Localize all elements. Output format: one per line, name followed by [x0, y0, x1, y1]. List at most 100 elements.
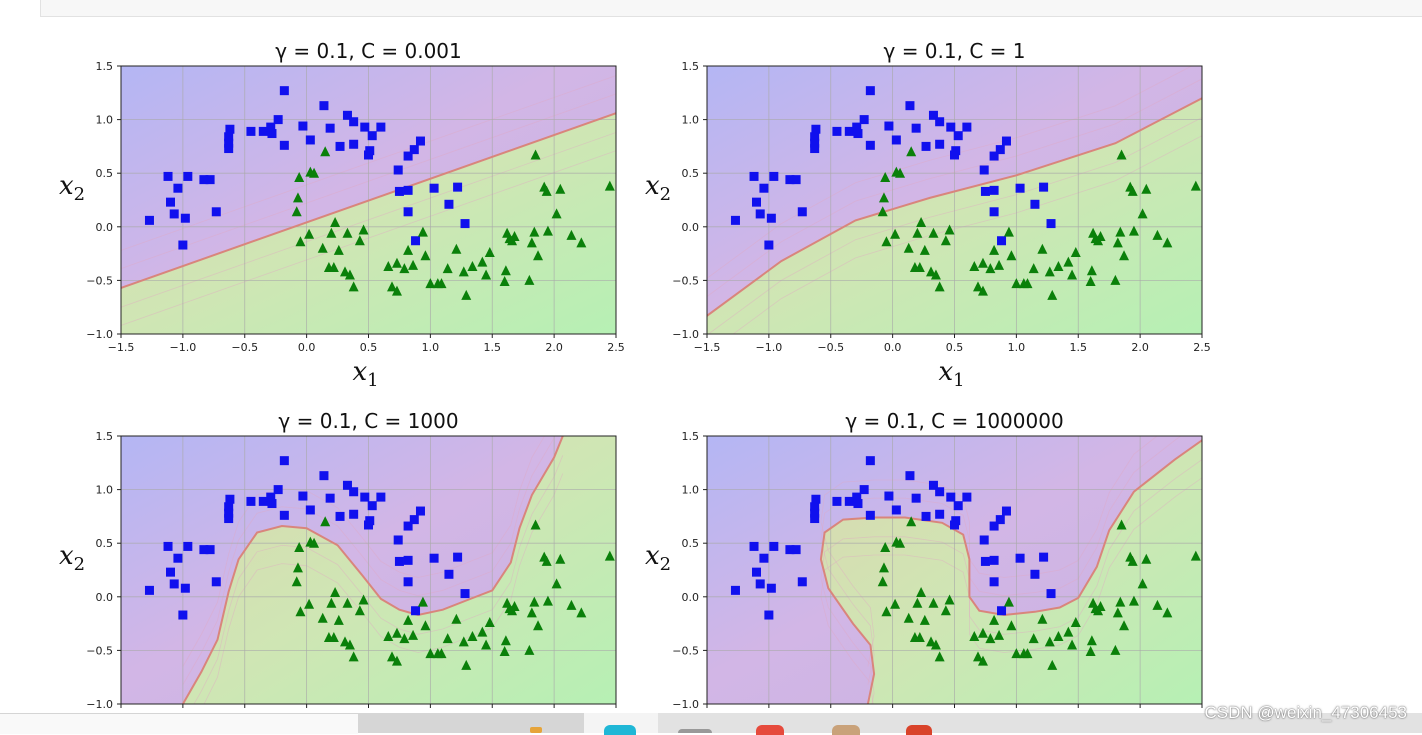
data-point-triangle [1095, 230, 1106, 241]
data-point-square [163, 171, 173, 181]
data-point-square [246, 496, 256, 506]
data-point-square [1030, 569, 1040, 579]
data-point-square [884, 121, 894, 131]
data-point-square [183, 541, 193, 551]
data-point-triangle [1070, 617, 1081, 628]
data-point-triangle [1152, 599, 1163, 610]
data-point-triangle [526, 607, 537, 618]
data-point-triangle [348, 651, 359, 662]
data-point-square [298, 491, 308, 501]
data-point-triangle [328, 262, 339, 273]
app-icon-red[interactable] [756, 725, 784, 735]
data-point-triangle [348, 281, 359, 292]
data-point-triangle [391, 627, 402, 638]
data-point-square [989, 207, 999, 217]
data-point-triangle [1053, 260, 1064, 271]
data-point-square [273, 115, 283, 125]
data-point-triangle [925, 266, 936, 277]
data-point-triangle [391, 655, 402, 666]
data-point-triangle [914, 262, 925, 273]
data-point-square [1039, 182, 1049, 192]
data-point-square [205, 175, 215, 185]
y-axis-label: x2 [59, 541, 85, 575]
data-point-square [810, 144, 820, 154]
taskbar-search-area[interactable] [0, 713, 358, 734]
data-point-triangle [1047, 659, 1058, 670]
data-point-square [305, 505, 315, 515]
data-point-triangle [344, 269, 355, 280]
data-point-square [342, 480, 352, 490]
data-point-square [1001, 506, 1011, 516]
data-point-square [791, 545, 801, 555]
folder-icon[interactable] [530, 727, 542, 733]
data-point-square [997, 236, 1007, 246]
contour-line [203, 473, 564, 704]
data-point-triangle [1119, 620, 1130, 631]
data-point-square [791, 175, 801, 185]
data-point-square [859, 485, 869, 495]
data-point-square [173, 183, 183, 193]
data-point-triangle [330, 587, 341, 598]
data-point-square [224, 508, 234, 518]
data-point-triangle [1086, 635, 1097, 646]
data-point-square [769, 171, 779, 181]
decision-boundary [707, 97, 1202, 317]
decision-boundary [121, 112, 616, 289]
data-point-square [946, 122, 956, 132]
data-point-triangle [1044, 636, 1055, 647]
data-point-square [995, 515, 1005, 525]
data-point-square [444, 569, 454, 579]
data-point-triangle [576, 237, 587, 248]
data-point-square [403, 185, 413, 195]
data-point-triangle [320, 146, 331, 157]
data-point-square [325, 493, 335, 503]
data-point-square [178, 240, 188, 250]
data-point-triangle [903, 242, 914, 253]
data-point-triangle [304, 598, 315, 609]
browser-icon[interactable] [604, 725, 636, 735]
data-point-square [797, 577, 807, 587]
decision-boundary [182, 436, 564, 704]
data-point-square [279, 456, 289, 466]
data-point-square [225, 124, 235, 134]
data-point-triangle [354, 235, 365, 246]
data-point-triangle [391, 285, 402, 296]
data-point-square [211, 577, 221, 587]
data-point-square [865, 510, 875, 520]
data-point-triangle [541, 185, 552, 196]
data-point-triangle [1112, 237, 1123, 248]
data-point-triangle [977, 655, 988, 666]
y-tick-label: 1.0 [96, 114, 114, 127]
data-point-triangle [477, 626, 488, 637]
data-point-triangle [387, 651, 398, 662]
data-point-square [962, 122, 972, 132]
data-point-triangle [1063, 626, 1074, 637]
app-icon[interactable] [678, 729, 712, 733]
data-point-square [852, 122, 862, 132]
app-icon-orange[interactable] [906, 725, 932, 735]
y-tick-label: 0.5 [96, 537, 114, 550]
data-point-triangle [919, 614, 930, 625]
data-point-triangle [436, 648, 447, 659]
data-point-triangle [524, 644, 535, 655]
data-point-triangle [425, 648, 436, 659]
data-point-triangle [930, 639, 941, 650]
x-tick-label: 2.0 [1131, 341, 1149, 354]
data-point-triangle [1190, 550, 1201, 561]
y-tick-label: 0.5 [96, 167, 114, 180]
data-point-square [759, 553, 769, 563]
data-point-triangle [408, 629, 419, 640]
data-point-triangle [326, 227, 337, 238]
data-point-triangle [403, 244, 414, 255]
data-point-triangle [895, 537, 906, 548]
avatar-icon[interactable] [832, 725, 860, 735]
data-point-square [169, 579, 179, 589]
x-tick-label: −1.0 [756, 341, 783, 354]
data-point-triangle [1095, 600, 1106, 611]
data-point-triangle [499, 275, 510, 286]
data-point-square [759, 183, 769, 193]
data-point-triangle [342, 597, 353, 608]
data-point-square [979, 535, 989, 545]
data-point-square [258, 496, 268, 506]
data-point-triangle [458, 266, 469, 277]
